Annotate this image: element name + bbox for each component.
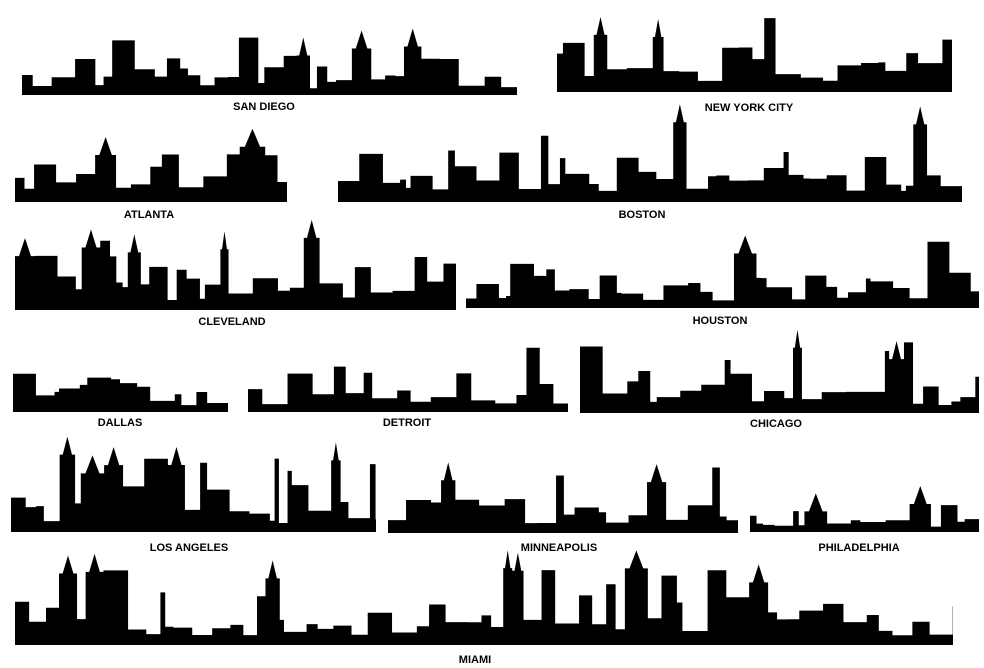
city-label: CHICAGO bbox=[750, 418, 802, 430]
city-label: BOSTON bbox=[619, 209, 666, 221]
city-label: ATLANTA bbox=[124, 209, 174, 221]
city-skyline bbox=[557, 16, 952, 92]
city-label: MINNEAPOLIS bbox=[521, 542, 597, 554]
city-label: PHILADELPHIA bbox=[818, 542, 899, 554]
city-label: LOS ANGELES bbox=[150, 542, 228, 554]
city-skyline bbox=[11, 436, 376, 532]
city-label: DALLAS bbox=[98, 417, 143, 429]
city-skyline bbox=[13, 373, 228, 412]
city-skyline bbox=[22, 28, 517, 95]
city-skyline bbox=[388, 462, 738, 533]
city-skyline bbox=[15, 219, 456, 310]
city-skyline bbox=[15, 128, 287, 202]
city-label: DETROIT bbox=[383, 417, 432, 429]
city-label: HOUSTON bbox=[693, 315, 748, 327]
city-label: SAN DIEGO bbox=[233, 101, 295, 113]
city-label: MIAMI bbox=[459, 654, 491, 666]
city-label: CLEVELAND bbox=[198, 316, 265, 328]
city-skyline bbox=[466, 235, 979, 308]
city-label: NEW YORK CITY bbox=[705, 102, 794, 114]
city-skyline bbox=[15, 550, 953, 645]
city-skyline bbox=[338, 104, 962, 202]
city-skyline bbox=[248, 347, 568, 412]
city-skyline bbox=[750, 485, 979, 532]
city-skyline bbox=[580, 329, 979, 413]
